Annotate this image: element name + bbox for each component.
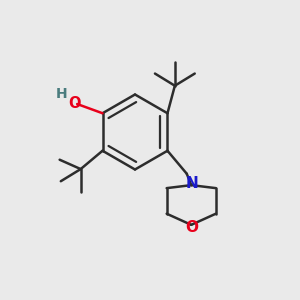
Text: H: H xyxy=(56,86,68,100)
Text: O: O xyxy=(68,96,81,111)
Text: N: N xyxy=(185,176,198,190)
Text: O: O xyxy=(185,220,198,235)
